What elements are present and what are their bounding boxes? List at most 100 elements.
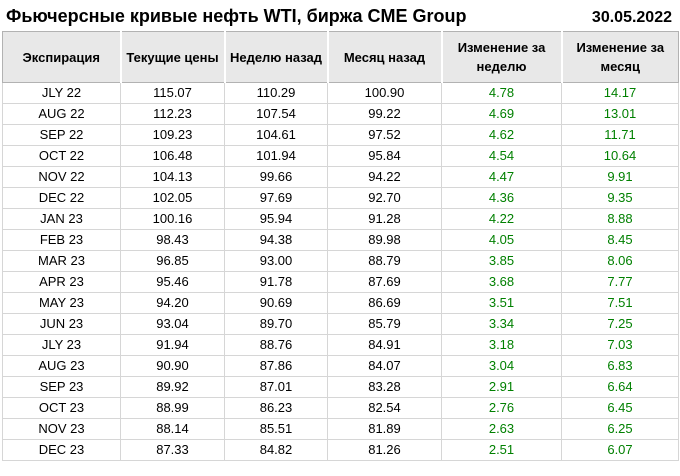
table-row: FEB 23 98.43 94.38 89.98 4.05 8.45 (2, 229, 679, 251)
week-ago-cell: 99.66 (224, 166, 328, 188)
week-ago-cell: 87.01 (224, 376, 328, 398)
table-row: JAN 23 100.16 95.94 91.28 4.22 8.88 (2, 208, 679, 230)
expiration-cell: DEC 22 (2, 187, 121, 209)
expiration-cell: AUG 22 (2, 103, 121, 125)
expiration-cell: DEC 23 (2, 439, 121, 461)
futures-table: Экспирация Текущие цены Неделю назад Мес… (2, 31, 679, 461)
month-ago-cell: 92.70 (327, 187, 442, 209)
table-row: OCT 23 88.99 86.23 82.54 2.76 6.45 (2, 397, 679, 419)
week-change-cell: 3.85 (441, 250, 562, 272)
week-change-cell: 3.34 (441, 313, 562, 335)
month-change-cell: 9.91 (561, 166, 679, 188)
week-ago-cell: 86.23 (224, 397, 328, 419)
week-ago-cell: 101.94 (224, 145, 328, 167)
table-row: NOV 23 88.14 85.51 81.89 2.63 6.25 (2, 418, 679, 440)
week-ago-cell: 87.86 (224, 355, 328, 377)
current-price-cell: 87.33 (120, 439, 225, 461)
week-ago-cell: 104.61 (224, 124, 328, 146)
expiration-cell: JUN 23 (2, 313, 121, 335)
week-ago-cell: 110.29 (224, 82, 328, 104)
week-change-cell: 4.69 (441, 103, 562, 125)
table-row: AUG 22 112.23 107.54 99.22 4.69 13.01 (2, 103, 679, 125)
month-ago-cell: 89.98 (327, 229, 442, 251)
table-row: SEP 22 109.23 104.61 97.52 4.62 11.71 (2, 124, 679, 146)
week-ago-cell: 95.94 (224, 208, 328, 230)
week-change-cell: 2.76 (441, 397, 562, 419)
table-row: DEC 23 87.33 84.82 81.26 2.51 6.07 (2, 439, 679, 461)
week-ago-cell: 90.69 (224, 292, 328, 314)
expiration-cell: OCT 23 (2, 397, 121, 419)
current-price-cell: 112.23 (120, 103, 225, 125)
current-price-cell: 115.07 (120, 82, 225, 104)
week-ago-cell: 94.38 (224, 229, 328, 251)
week-change-cell: 4.62 (441, 124, 562, 146)
week-change-cell: 4.22 (441, 208, 562, 230)
week-change-cell: 2.91 (441, 376, 562, 398)
month-change-cell: 10.64 (561, 145, 679, 167)
expiration-cell: JLY 22 (2, 82, 121, 104)
table-body: JLY 22 115.07 110.29 100.90 4.78 14.17 AUG 22 1… (2, 82, 679, 461)
expiration-cell: MAY 23 (2, 292, 121, 314)
month-change-cell: 8.88 (561, 208, 679, 230)
week-change-cell: 2.63 (441, 418, 562, 440)
current-price-cell: 91.94 (120, 334, 225, 356)
current-price-cell: 98.43 (120, 229, 225, 251)
current-price-cell: 102.05 (120, 187, 225, 209)
week-ago-cell: 89.70 (224, 313, 328, 335)
month-change-cell: 6.64 (561, 376, 679, 398)
month-change-cell: 7.77 (561, 271, 679, 293)
week-ago-cell: 97.69 (224, 187, 328, 209)
current-price-cell: 90.90 (120, 355, 225, 377)
report-date: 30.05.2022 (591, 9, 672, 26)
month-ago-cell: 94.22 (327, 166, 442, 188)
week-change-cell: 3.51 (441, 292, 562, 314)
month-change-cell: 6.83 (561, 355, 679, 377)
month-change-cell: 13.01 (561, 103, 679, 125)
month-ago-cell: 88.79 (327, 250, 442, 272)
month-change-cell: 7.25 (561, 313, 679, 335)
table-row: AUG 23 90.90 87.86 84.07 3.04 6.83 (2, 355, 679, 377)
table-row: SEP 23 89.92 87.01 83.28 2.91 6.64 (2, 376, 679, 398)
month-ago-cell: 97.52 (327, 124, 442, 146)
month-ago-cell: 85.79 (327, 313, 442, 335)
month-ago-cell: 83.28 (327, 376, 442, 398)
week-ago-cell: 93.00 (224, 250, 328, 272)
expiration-cell: NOV 23 (2, 418, 121, 440)
week-change-cell: 4.05 (441, 229, 562, 251)
table-row: JLY 23 91.94 88.76 84.91 3.18 7.03 (2, 334, 679, 356)
col-header-month-change: Изменение за месяц (560, 31, 679, 83)
week-change-cell: 4.78 (441, 82, 562, 104)
month-ago-cell: 100.90 (327, 82, 442, 104)
month-ago-cell: 81.89 (327, 418, 442, 440)
month-change-cell: 9.35 (561, 187, 679, 209)
month-change-cell: 8.06 (561, 250, 679, 272)
month-ago-cell: 95.84 (327, 145, 442, 167)
month-ago-cell: 87.69 (327, 271, 442, 293)
expiration-cell: JLY 23 (2, 334, 121, 356)
expiration-cell: MAR 23 (2, 250, 121, 272)
col-header-current-price: Текущие цены (119, 31, 225, 83)
week-change-cell: 4.36 (441, 187, 562, 209)
current-price-cell: 88.14 (120, 418, 225, 440)
current-price-cell: 88.99 (120, 397, 225, 419)
month-change-cell: 7.03 (561, 334, 679, 356)
col-header-month-ago: Месяц назад (326, 31, 442, 83)
title-bar: Фьючерсные кривые нефть WTI, биржа CME G… (0, 0, 680, 31)
week-ago-cell: 91.78 (224, 271, 328, 293)
week-change-cell: 3.18 (441, 334, 562, 356)
page-title: Фьючерсные кривые нефть WTI, биржа CME G… (6, 6, 467, 26)
expiration-cell: SEP 22 (2, 124, 121, 146)
expiration-cell: OCT 22 (2, 145, 121, 167)
month-change-cell: 14.17 (561, 82, 679, 104)
week-change-cell: 4.54 (441, 145, 562, 167)
month-ago-cell: 91.28 (327, 208, 442, 230)
month-change-cell: 6.25 (561, 418, 679, 440)
current-price-cell: 95.46 (120, 271, 225, 293)
week-ago-cell: 88.76 (224, 334, 328, 356)
table-row: OCT 22 106.48 101.94 95.84 4.54 10.64 (2, 145, 679, 167)
month-ago-cell: 82.54 (327, 397, 442, 419)
table-row: MAR 23 96.85 93.00 88.79 3.85 8.06 (2, 250, 679, 272)
table-row: JLY 22 115.07 110.29 100.90 4.78 14.17 (2, 82, 679, 104)
month-change-cell: 11.71 (561, 124, 679, 146)
table-row: JUN 23 93.04 89.70 85.79 3.34 7.25 (2, 313, 679, 335)
